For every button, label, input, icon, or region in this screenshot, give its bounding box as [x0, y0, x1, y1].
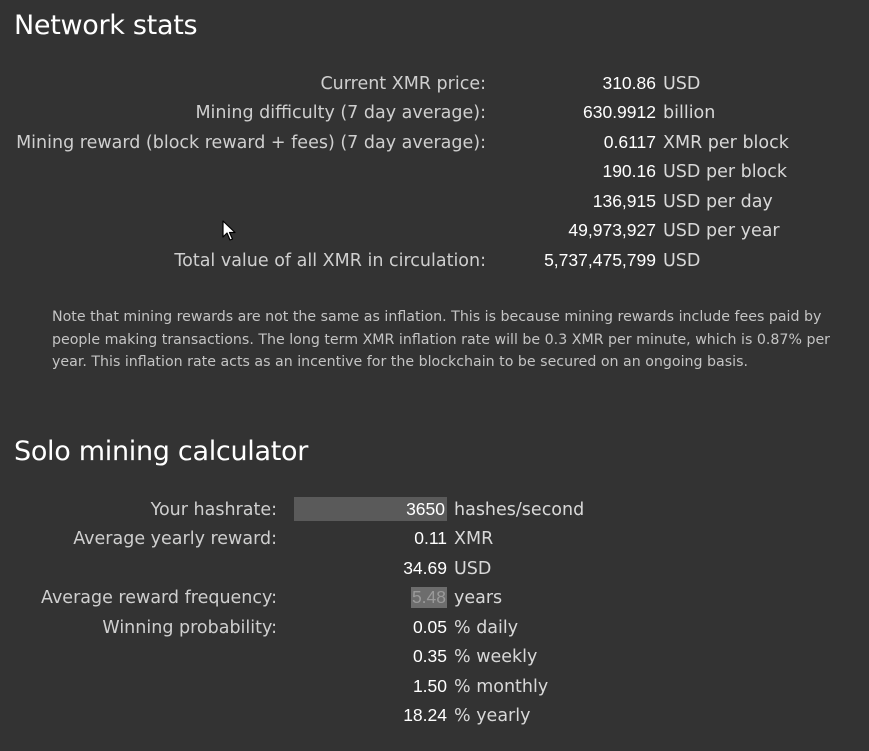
stat-row-difficulty: Mining difficulty (7 day average): 630.9… — [0, 99, 869, 128]
result-row-yearly-usd: 34.69 USD — [0, 555, 869, 584]
result-unit: % daily — [454, 618, 519, 638]
result-value: 0.05 — [412, 617, 447, 637]
stat-row-reward-xmr: Mining reward (block reward + fees) (7 d… — [0, 129, 869, 158]
inflation-note: Note that mining rewards are not the sam… — [52, 309, 831, 370]
result-value: 18.24 — [403, 705, 447, 725]
result-value: 0.35 — [412, 646, 447, 666]
result-row-prob-weekly: 0.35 % weekly — [0, 643, 869, 672]
result-value: 34.69 — [403, 558, 447, 578]
result-value-highlighted[interactable]: 5.48 — [410, 587, 447, 608]
stat-row-reward-usd-year: 49,973,927 USD per year — [0, 217, 869, 246]
stat-value: 49,973,927 — [568, 220, 656, 240]
result-row-frequency: Average reward frequency: 5.48 years — [0, 584, 869, 613]
stat-value: 310.86 — [602, 73, 656, 93]
stat-value: 190.16 — [602, 161, 656, 181]
result-unit: % yearly — [454, 706, 531, 726]
stat-unit: USD per day — [663, 192, 773, 212]
hashrate-row: Your hashrate: hashes/second — [0, 496, 869, 525]
result-value: 0.11 — [414, 528, 447, 548]
result-unit: % monthly — [454, 677, 549, 697]
stat-label: Mining reward (block reward + fees) (7 d… — [16, 133, 486, 153]
result-row-yearly-xmr: Average yearly reward: 0.11 XMR — [0, 525, 869, 554]
stat-value: 0.6117 — [603, 132, 656, 152]
stat-value: 136,915 — [592, 191, 656, 211]
solo-mining-title: Solo mining calculator — [14, 436, 309, 467]
result-label: Average yearly reward: — [73, 529, 277, 549]
stat-unit: USD — [663, 251, 701, 271]
stat-label: Total value of all XMR in circulation: — [174, 251, 486, 271]
mouse-pointer-icon — [222, 220, 236, 241]
result-label: Winning probability: — [102, 618, 277, 638]
result-row-prob-monthly: 1.50 % monthly — [0, 673, 869, 702]
result-unit: years — [454, 588, 503, 608]
result-label: Average reward frequency: — [41, 588, 277, 608]
stat-unit: billion — [663, 103, 716, 123]
result-row-prob-daily: Winning probability: 0.05 % daily — [0, 614, 869, 643]
stat-unit: XMR per block — [663, 133, 789, 153]
stat-value: 5,737,475,799 — [544, 250, 656, 270]
stat-row-circulation: Total value of all XMR in circulation: 5… — [0, 247, 869, 276]
stat-value: 630.9912 — [583, 102, 656, 122]
hashrate-input[interactable] — [294, 497, 447, 521]
result-unit: % weekly — [454, 647, 538, 667]
stat-row-reward-usd-block: 190.16 USD per block — [0, 158, 869, 187]
result-unit: USD — [454, 559, 492, 579]
result-row-prob-yearly: 18.24 % yearly — [0, 702, 869, 731]
stat-label: Mining difficulty (7 day average): — [195, 103, 486, 123]
hashrate-unit: hashes/second — [454, 500, 585, 520]
result-value: 1.50 — [412, 676, 447, 696]
network-stats-title: Network stats — [14, 10, 198, 41]
stat-label: Current XMR price: — [320, 74, 486, 94]
result-unit: XMR — [454, 529, 494, 549]
stat-unit: USD per year — [663, 221, 780, 241]
hashrate-label: Your hashrate: — [150, 500, 277, 520]
stat-unit: USD per block — [663, 162, 788, 182]
stat-row-price: Current XMR price: 310.86 USD — [0, 70, 869, 99]
stat-unit: USD — [663, 74, 701, 94]
stat-row-reward-usd-day: 136,915 USD per day — [0, 188, 869, 217]
